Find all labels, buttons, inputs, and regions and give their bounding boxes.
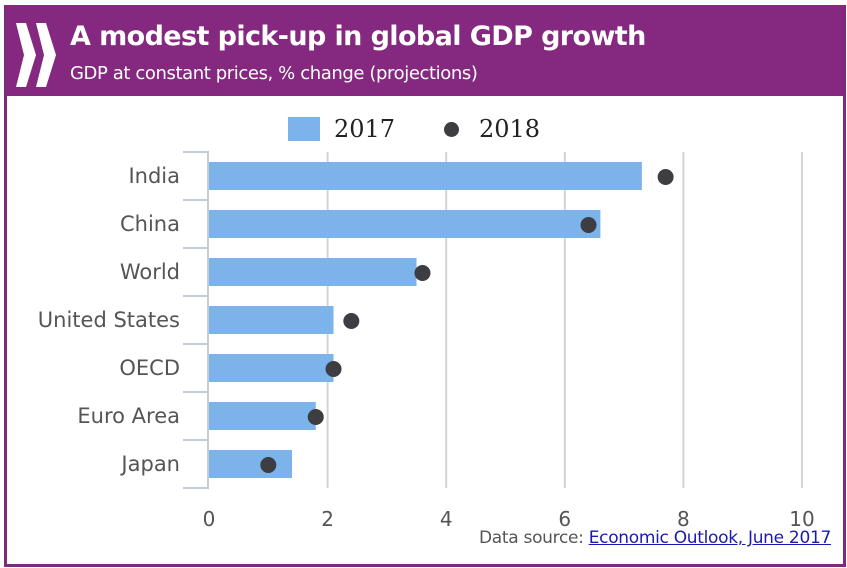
data-source: Data source: Economic Outlook, June 2017: [479, 528, 831, 548]
legend-marker-circle: [444, 121, 459, 137]
category-labels: India China World United States OECD Euro Are…: [38, 164, 180, 476]
legend-label: 2018: [479, 115, 541, 143]
data-source-link[interactable]: Economic Outlook, June 2017: [588, 528, 832, 548]
category-label: Euro Area: [77, 404, 180, 428]
dot-2018: [414, 265, 431, 281]
bar-2017: [209, 402, 316, 430]
dot-2018: [580, 217, 597, 233]
dot-2018: [657, 169, 674, 185]
bar-2017: [209, 450, 293, 478]
bar-2017: [209, 258, 417, 286]
dot-2018: [307, 409, 324, 425]
legend-swatch-square: [288, 117, 320, 141]
bar-2017: [209, 354, 334, 382]
chart-subtitle: GDP at constant prices, % change (projec…: [70, 63, 478, 84]
category-label: World: [120, 260, 180, 284]
x-tick-label: 10: [789, 507, 814, 531]
gridlines: [326, 152, 803, 488]
bar-2017: [209, 306, 334, 334]
dot-2018: [343, 313, 360, 329]
legend-item-2018[interactable]: 2018: [444, 112, 540, 146]
legend-item-2017[interactable]: 2017: [288, 112, 395, 146]
chart-title: A modest pick-up in global GDP growth: [70, 21, 646, 52]
oecd-chevrons-icon: [16, 23, 56, 87]
x-tick-labels: 0 2 4 6 8 10: [203, 507, 815, 531]
data-source-label: Data source:: [479, 528, 589, 548]
chart-frame: [4, 5, 846, 567]
dot-2018: [325, 361, 342, 377]
category-label: India: [128, 164, 180, 188]
category-label: China: [120, 212, 180, 236]
dots-2018: [260, 169, 674, 473]
x-tick-label: 4: [440, 507, 453, 531]
category-label: United States: [38, 308, 180, 332]
x-tick-label: 8: [677, 507, 690, 531]
category-label: Japan: [119, 452, 180, 476]
legend-label: 2017: [334, 115, 396, 143]
y-axis: [183, 151, 209, 489]
chart-header: A modest pick-up in global GDP growth GD…: [4, 5, 843, 96]
dot-2018: [260, 457, 277, 473]
x-tick-label: 2: [321, 507, 334, 531]
x-tick-label: 0: [203, 507, 216, 531]
bars-2017: [209, 162, 642, 478]
x-tick-label: 6: [558, 507, 571, 531]
category-label: OECD: [119, 356, 180, 380]
bar-2017: [209, 162, 642, 190]
legend: 2017 2018: [0, 112, 847, 146]
bar-2017: [209, 210, 601, 238]
